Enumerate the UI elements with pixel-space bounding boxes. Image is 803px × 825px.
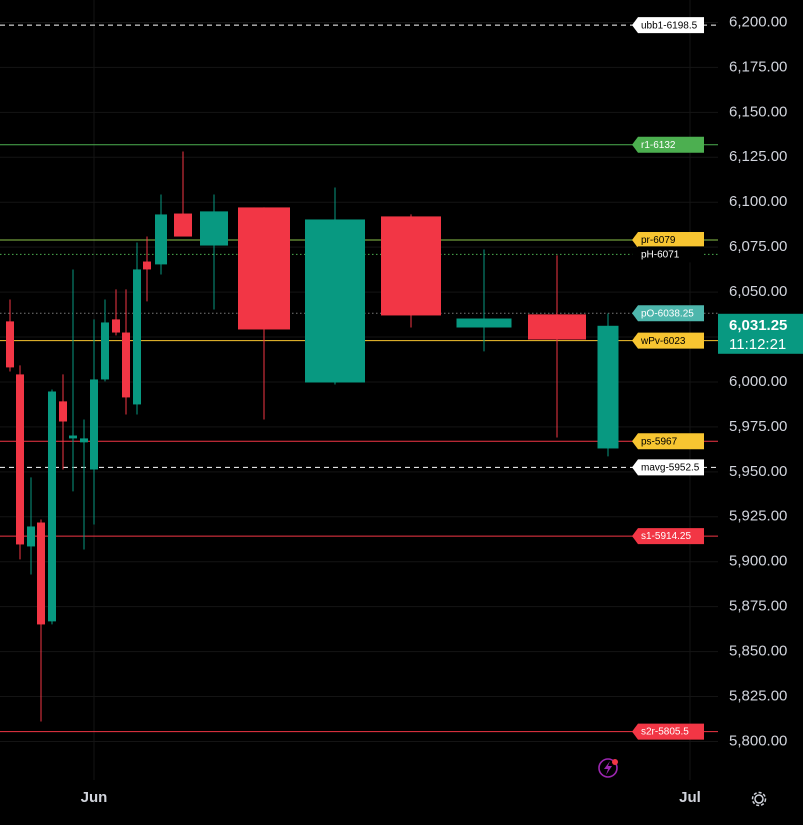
- lightning-icon[interactable]: [598, 758, 618, 778]
- candle-body: [528, 314, 586, 340]
- y-tick-label: 6,175.00: [729, 58, 787, 75]
- candle-body: [27, 526, 35, 547]
- last-price-box: [718, 313, 803, 354]
- candle-body: [200, 211, 228, 246]
- candle-body: [381, 216, 441, 316]
- level-label: r1-6132: [641, 140, 676, 151]
- level-label: ps-5967: [641, 436, 678, 447]
- level-label-box: [632, 136, 704, 153]
- y-tick-label: 6,000.00: [729, 373, 787, 390]
- countdown-label: 11:12:21: [729, 336, 786, 353]
- y-tick-label: 6,125.00: [729, 148, 787, 165]
- level-label-box: [632, 305, 704, 322]
- level-label: pr-6079: [641, 235, 676, 246]
- settings-icon[interactable]: [751, 791, 767, 807]
- level-label-box: [632, 17, 704, 34]
- level-label-box: [632, 723, 704, 740]
- y-tick-label: 5,850.00: [729, 643, 787, 660]
- level-label: pH-6071: [641, 249, 680, 260]
- level-label: pO-6038.25: [641, 308, 694, 319]
- level-label: ubb1-6198.5: [641, 20, 698, 31]
- candle-body: [238, 207, 290, 330]
- y-tick-label: 6,050.00: [729, 283, 787, 300]
- y-tick-label: 6,100.00: [729, 193, 787, 210]
- y-tick-label: 5,825.00: [729, 687, 787, 704]
- candle-body: [597, 325, 619, 449]
- candle-body: [16, 374, 24, 545]
- level-label: wPv-6023: [640, 336, 686, 347]
- candle-body: [59, 401, 67, 422]
- y-tick-label: 5,800.00: [729, 732, 787, 749]
- y-tick-label: 5,950.00: [729, 463, 787, 480]
- candle-body: [48, 391, 56, 622]
- x-tick-label: Jul: [679, 789, 701, 806]
- candle-body: [80, 438, 88, 443]
- level-label-box: [632, 332, 704, 349]
- labels-layer: 5,800.00 5,825.00 5,850.00 5,875.00 5,900.00…: [81, 13, 803, 806]
- level-label: s1-5914.25: [641, 531, 691, 542]
- y-tick-label: 6,075.00: [729, 238, 787, 255]
- candle-body: [112, 319, 120, 333]
- level-label-box: [632, 528, 704, 545]
- x-tick-label: Jun: [81, 789, 108, 806]
- candles-layer: [6, 151, 619, 722]
- candle-body: [122, 332, 130, 398]
- candle-body: [305, 219, 365, 383]
- y-tick-label: 5,875.00: [729, 598, 787, 615]
- candle-body: [69, 435, 77, 439]
- candle-body: [90, 379, 98, 470]
- level-label-box: [632, 459, 704, 476]
- y-tick-label: 5,925.00: [729, 508, 787, 525]
- level-label: s2r-5805.5: [641, 727, 689, 738]
- y-tick-label: 5,900.00: [729, 553, 787, 570]
- candle-body: [6, 321, 14, 368]
- level-label-box: [632, 433, 704, 450]
- candle-body: [133, 269, 141, 405]
- candle-body: [143, 261, 151, 270]
- level-label-box: [632, 246, 704, 263]
- candle-body: [456, 318, 512, 328]
- levels-layer: [0, 24, 718, 733]
- candle-body: [37, 522, 45, 625]
- candle-body: [155, 214, 167, 265]
- level-label-box: [632, 231, 704, 248]
- candle-body: [101, 322, 109, 380]
- y-tick-label: 6,200.00: [729, 13, 787, 30]
- last-price-label: 6,031.25: [729, 317, 787, 334]
- y-tick-label: 5,975.00: [729, 418, 787, 435]
- level-label: mavg-5952.5: [641, 462, 700, 473]
- candle-body: [174, 213, 192, 237]
- y-tick-label: 6,150.00: [729, 103, 787, 120]
